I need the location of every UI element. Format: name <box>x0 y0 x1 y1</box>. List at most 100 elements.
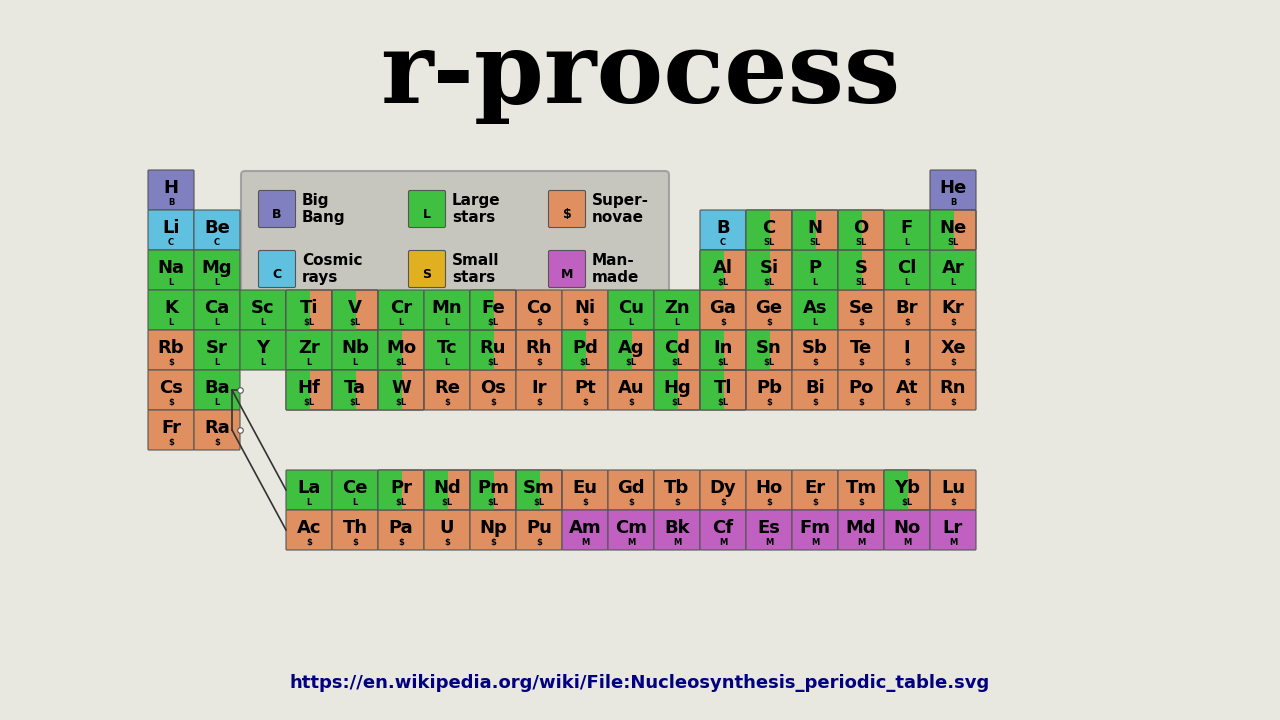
Text: $L: $L <box>763 358 774 366</box>
Text: Li: Li <box>163 219 179 237</box>
Text: $L: $L <box>396 498 407 507</box>
Text: SL: SL <box>855 278 867 287</box>
FancyBboxPatch shape <box>195 370 241 410</box>
Text: Ir: Ir <box>531 379 547 397</box>
FancyBboxPatch shape <box>562 290 608 330</box>
FancyBboxPatch shape <box>332 370 356 410</box>
Text: W: W <box>392 379 411 397</box>
Text: C: C <box>214 238 220 247</box>
Text: Be: Be <box>204 219 230 237</box>
FancyBboxPatch shape <box>838 470 884 510</box>
Text: $: $ <box>812 498 818 507</box>
Text: $L: $L <box>534 498 544 507</box>
FancyBboxPatch shape <box>148 170 195 210</box>
FancyBboxPatch shape <box>931 510 977 550</box>
Text: $L: $L <box>901 498 913 507</box>
Text: Rn: Rn <box>940 379 966 397</box>
Text: V: V <box>348 299 362 317</box>
FancyBboxPatch shape <box>332 510 378 550</box>
FancyBboxPatch shape <box>424 510 470 550</box>
Text: Sm: Sm <box>524 479 554 497</box>
FancyBboxPatch shape <box>654 470 700 510</box>
Text: $L: $L <box>717 278 728 287</box>
FancyBboxPatch shape <box>562 510 608 550</box>
FancyBboxPatch shape <box>148 370 195 410</box>
Text: $: $ <box>950 498 956 507</box>
Text: Hf: Hf <box>297 379 320 397</box>
Text: Fr: Fr <box>161 419 180 437</box>
Text: C: C <box>763 219 776 237</box>
FancyBboxPatch shape <box>195 410 241 450</box>
Text: Se: Se <box>849 299 874 317</box>
Text: Tl: Tl <box>714 379 732 397</box>
Text: M: M <box>561 268 573 281</box>
Text: He: He <box>940 179 966 197</box>
FancyBboxPatch shape <box>470 330 494 370</box>
FancyBboxPatch shape <box>378 290 424 330</box>
Text: $L: $L <box>488 498 499 507</box>
FancyBboxPatch shape <box>746 210 792 250</box>
Text: L: L <box>905 238 910 247</box>
Text: B: B <box>273 207 282 220</box>
Text: Am: Am <box>568 519 602 537</box>
FancyBboxPatch shape <box>700 290 746 330</box>
Text: L: L <box>352 498 357 507</box>
Text: Re: Re <box>434 379 460 397</box>
FancyBboxPatch shape <box>285 290 310 330</box>
FancyBboxPatch shape <box>931 470 977 510</box>
Text: $L: $L <box>396 358 407 366</box>
Text: Man-
made: Man- made <box>591 253 640 285</box>
Text: B: B <box>168 198 174 207</box>
Text: $L: $L <box>488 358 499 366</box>
FancyBboxPatch shape <box>332 470 378 510</box>
Text: $: $ <box>444 538 451 546</box>
Text: Cs: Cs <box>159 379 183 397</box>
Text: Cd: Cd <box>664 339 690 357</box>
FancyBboxPatch shape <box>700 330 724 370</box>
Text: M: M <box>810 538 819 546</box>
FancyBboxPatch shape <box>608 470 654 510</box>
Text: $L: $L <box>349 397 361 407</box>
Text: Tm: Tm <box>845 479 877 497</box>
Text: Pr: Pr <box>390 479 412 497</box>
Text: Cl: Cl <box>897 259 916 277</box>
FancyBboxPatch shape <box>285 370 310 410</box>
Text: L: L <box>813 278 818 287</box>
Text: M: M <box>719 538 727 546</box>
Text: Mo: Mo <box>387 339 416 357</box>
Text: Y: Y <box>256 339 270 357</box>
Text: Pt: Pt <box>575 379 596 397</box>
FancyBboxPatch shape <box>884 470 908 510</box>
FancyBboxPatch shape <box>378 370 424 410</box>
Text: Zr: Zr <box>298 339 320 357</box>
FancyBboxPatch shape <box>562 330 586 370</box>
Text: As: As <box>803 299 827 317</box>
Text: SL: SL <box>809 238 820 247</box>
FancyBboxPatch shape <box>285 290 332 330</box>
Text: $: $ <box>721 318 726 327</box>
Text: Ga: Ga <box>709 299 736 317</box>
Text: Lr: Lr <box>943 519 963 537</box>
FancyBboxPatch shape <box>424 290 470 330</box>
FancyBboxPatch shape <box>378 470 402 510</box>
Text: Nd: Nd <box>433 479 461 497</box>
FancyBboxPatch shape <box>792 210 817 250</box>
FancyBboxPatch shape <box>285 470 332 510</box>
Text: M: M <box>856 538 865 546</box>
FancyBboxPatch shape <box>332 290 378 330</box>
Text: M: M <box>902 538 911 546</box>
FancyBboxPatch shape <box>838 370 884 410</box>
Text: SL: SL <box>947 238 959 247</box>
Text: $: $ <box>444 397 451 407</box>
Text: Tb: Tb <box>664 479 690 497</box>
FancyBboxPatch shape <box>516 290 562 330</box>
Text: Al: Al <box>713 259 733 277</box>
FancyBboxPatch shape <box>148 410 195 450</box>
FancyBboxPatch shape <box>792 330 838 370</box>
FancyBboxPatch shape <box>549 191 585 228</box>
Text: Ta: Ta <box>344 379 366 397</box>
FancyBboxPatch shape <box>332 370 378 410</box>
Text: Po: Po <box>849 379 874 397</box>
Text: Os: Os <box>480 379 506 397</box>
FancyBboxPatch shape <box>931 170 977 210</box>
